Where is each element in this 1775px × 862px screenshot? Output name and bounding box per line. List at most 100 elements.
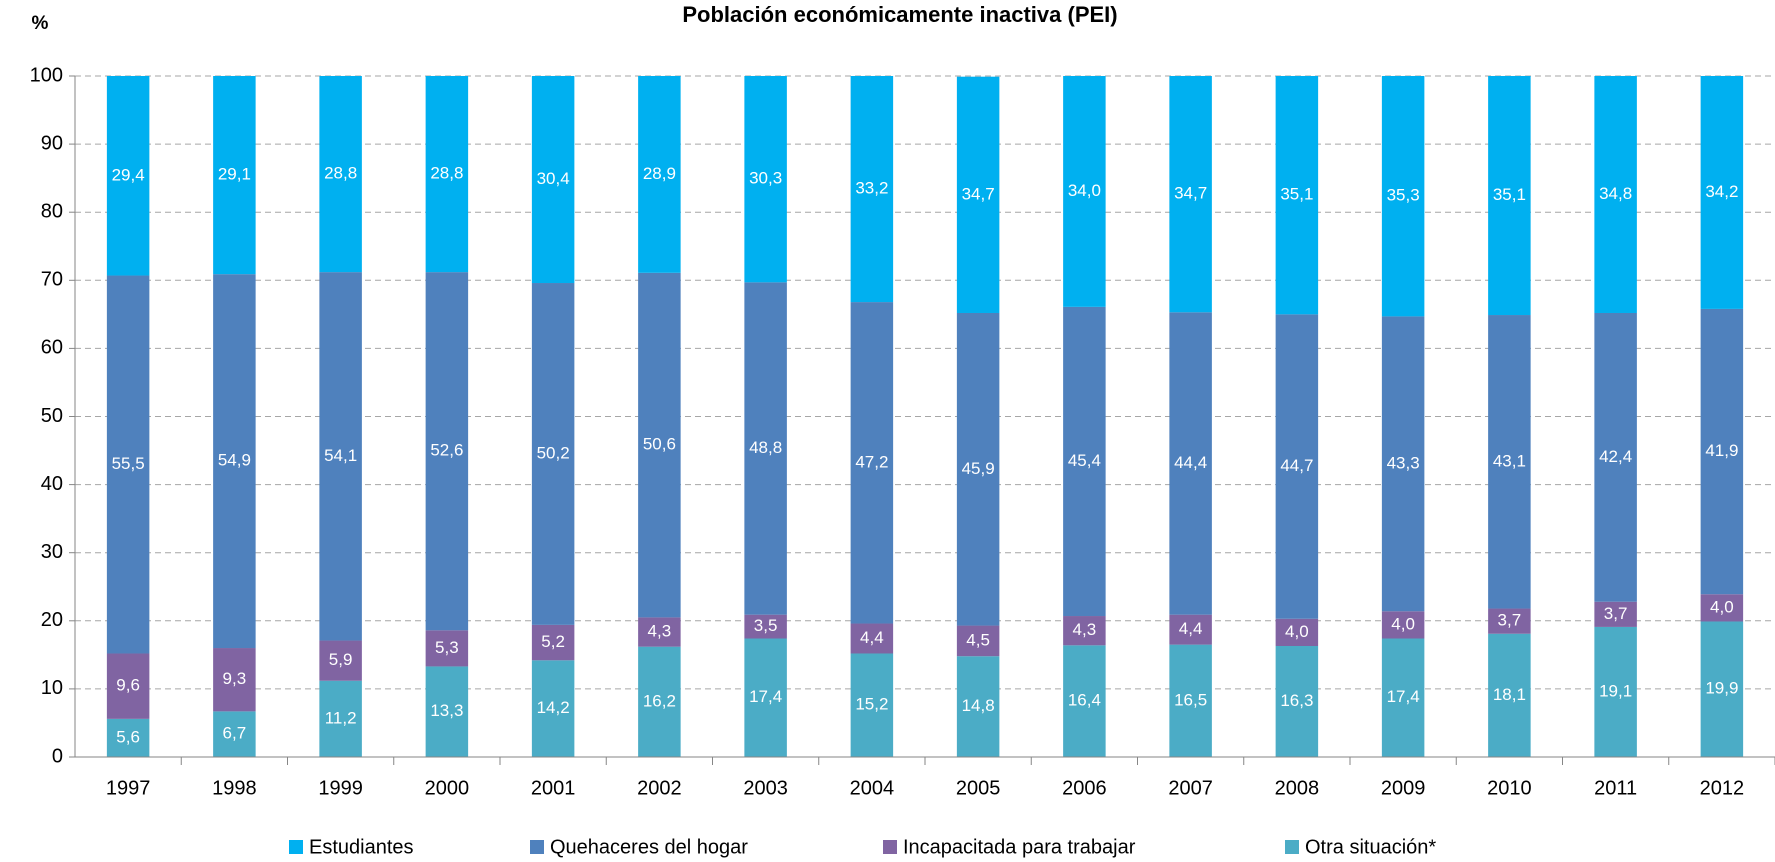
bar-segment xyxy=(425,272,469,631)
bar-segment xyxy=(956,625,1000,657)
bar-segment xyxy=(850,302,894,624)
bar-segment xyxy=(1275,314,1319,619)
bar-segment xyxy=(1275,645,1319,757)
y-tick-label: 80 xyxy=(41,200,63,222)
x-tick-label: 2008 xyxy=(1275,777,1320,799)
data-label: 14,8 xyxy=(962,696,995,715)
bar-segment xyxy=(213,648,256,712)
bars xyxy=(106,76,1744,757)
x-tick-label: 1998 xyxy=(212,777,257,799)
bar-segment xyxy=(1381,316,1425,612)
y-tick-label: 40 xyxy=(41,473,63,495)
x-tick-label: 2010 xyxy=(1487,777,1532,799)
data-label: 28,8 xyxy=(430,164,463,183)
bar-segment xyxy=(1169,644,1212,757)
data-label: 18,1 xyxy=(1493,685,1526,704)
bar-segment xyxy=(638,272,681,618)
x-tick-label: 2005 xyxy=(956,777,1001,799)
data-label: 17,4 xyxy=(1387,687,1420,706)
bar-segment xyxy=(213,711,256,757)
y-tick-label: 0 xyxy=(52,745,63,767)
bar-segment xyxy=(106,718,150,757)
bar-segment xyxy=(850,653,894,757)
data-label: 29,1 xyxy=(218,165,251,184)
bar-segment xyxy=(744,76,787,283)
legend-swatch xyxy=(289,840,303,854)
bar-segment xyxy=(213,76,256,275)
bar-segment xyxy=(1381,638,1425,757)
bar-segment xyxy=(319,680,362,757)
data-label: 17,4 xyxy=(749,687,782,706)
x-tick-label: 1997 xyxy=(106,777,151,799)
data-label: 45,4 xyxy=(1068,451,1101,470)
bar-segment xyxy=(1169,312,1212,615)
data-label: 19,9 xyxy=(1705,679,1738,698)
data-label: 54,1 xyxy=(324,446,357,465)
x-tick-label: 2002 xyxy=(637,777,682,799)
data-label: 5,9 xyxy=(329,650,353,669)
data-label: 35,1 xyxy=(1280,185,1313,204)
bar-segment xyxy=(1488,315,1531,609)
bar-segment xyxy=(1488,608,1531,634)
x-tick-label: 2012 xyxy=(1700,777,1745,799)
y-tick-label: 100 xyxy=(30,64,63,86)
legend-label: Quehaceres del hogar xyxy=(550,836,748,858)
legend-label: Incapacitada para trabajar xyxy=(903,836,1136,858)
bar-segment xyxy=(213,274,256,649)
y-tick-label: 90 xyxy=(41,132,63,154)
bar-segment xyxy=(1700,621,1744,757)
data-label: 11,2 xyxy=(325,708,357,727)
bar-segment xyxy=(319,76,362,273)
bar-segment xyxy=(1275,76,1319,315)
data-label: 3,7 xyxy=(1498,611,1522,630)
data-label: 4,4 xyxy=(860,628,884,647)
y-axis-label: % xyxy=(32,13,49,34)
x-tick-label: 2009 xyxy=(1381,777,1426,799)
data-label: 43,1 xyxy=(1493,451,1526,470)
x-tick-label: 2011 xyxy=(1594,777,1637,799)
bar-segment xyxy=(956,312,1000,626)
x-tick-label: 2007 xyxy=(1168,777,1213,799)
y-tick-label: 70 xyxy=(41,269,63,291)
bar-segment xyxy=(638,646,681,757)
y-tick-label: 30 xyxy=(41,541,63,563)
legend-swatch xyxy=(1285,840,1299,854)
x-tick-label: 2000 xyxy=(425,777,470,799)
data-label: 4,0 xyxy=(1710,597,1734,616)
x-tick-label: 2003 xyxy=(743,777,788,799)
data-label: 30,4 xyxy=(537,169,570,188)
bar-segment xyxy=(319,272,362,641)
bar-segment xyxy=(1594,76,1637,313)
data-label: 45,9 xyxy=(962,459,995,478)
x-tick-label: 2001 xyxy=(531,777,576,799)
bar-segment xyxy=(531,624,575,661)
bar-segment xyxy=(425,666,469,757)
bar-segment xyxy=(956,76,1000,313)
data-label: 54,9 xyxy=(218,451,251,470)
bar-segment xyxy=(744,638,787,757)
data-label: 34,7 xyxy=(1174,184,1207,203)
legend-label: Estudiantes xyxy=(309,836,414,858)
data-label: 43,3 xyxy=(1387,453,1420,472)
bar-segment xyxy=(1169,614,1212,645)
bar-segment xyxy=(744,614,787,639)
data-label: 33,2 xyxy=(855,179,888,198)
data-label: 48,8 xyxy=(749,438,782,457)
y-tick-label: 20 xyxy=(41,609,63,631)
data-label: 35,1 xyxy=(1493,185,1526,204)
data-label: 15,2 xyxy=(855,695,888,714)
data-label: 3,7 xyxy=(1604,604,1628,623)
x-tick-label: 2004 xyxy=(850,777,895,799)
data-label: 4,0 xyxy=(1391,614,1415,633)
y-tick-label: 60 xyxy=(41,337,63,359)
bar-segment xyxy=(531,283,575,625)
legend-swatch xyxy=(883,840,897,854)
legend-label: Otra situación* xyxy=(1305,836,1436,858)
bar-segment xyxy=(744,282,787,615)
data-label: 4,0 xyxy=(1285,622,1309,641)
bar-segment xyxy=(1063,645,1106,757)
data-label: 16,4 xyxy=(1068,691,1101,710)
data-label: 4,3 xyxy=(648,622,672,641)
data-label: 50,6 xyxy=(643,435,676,454)
